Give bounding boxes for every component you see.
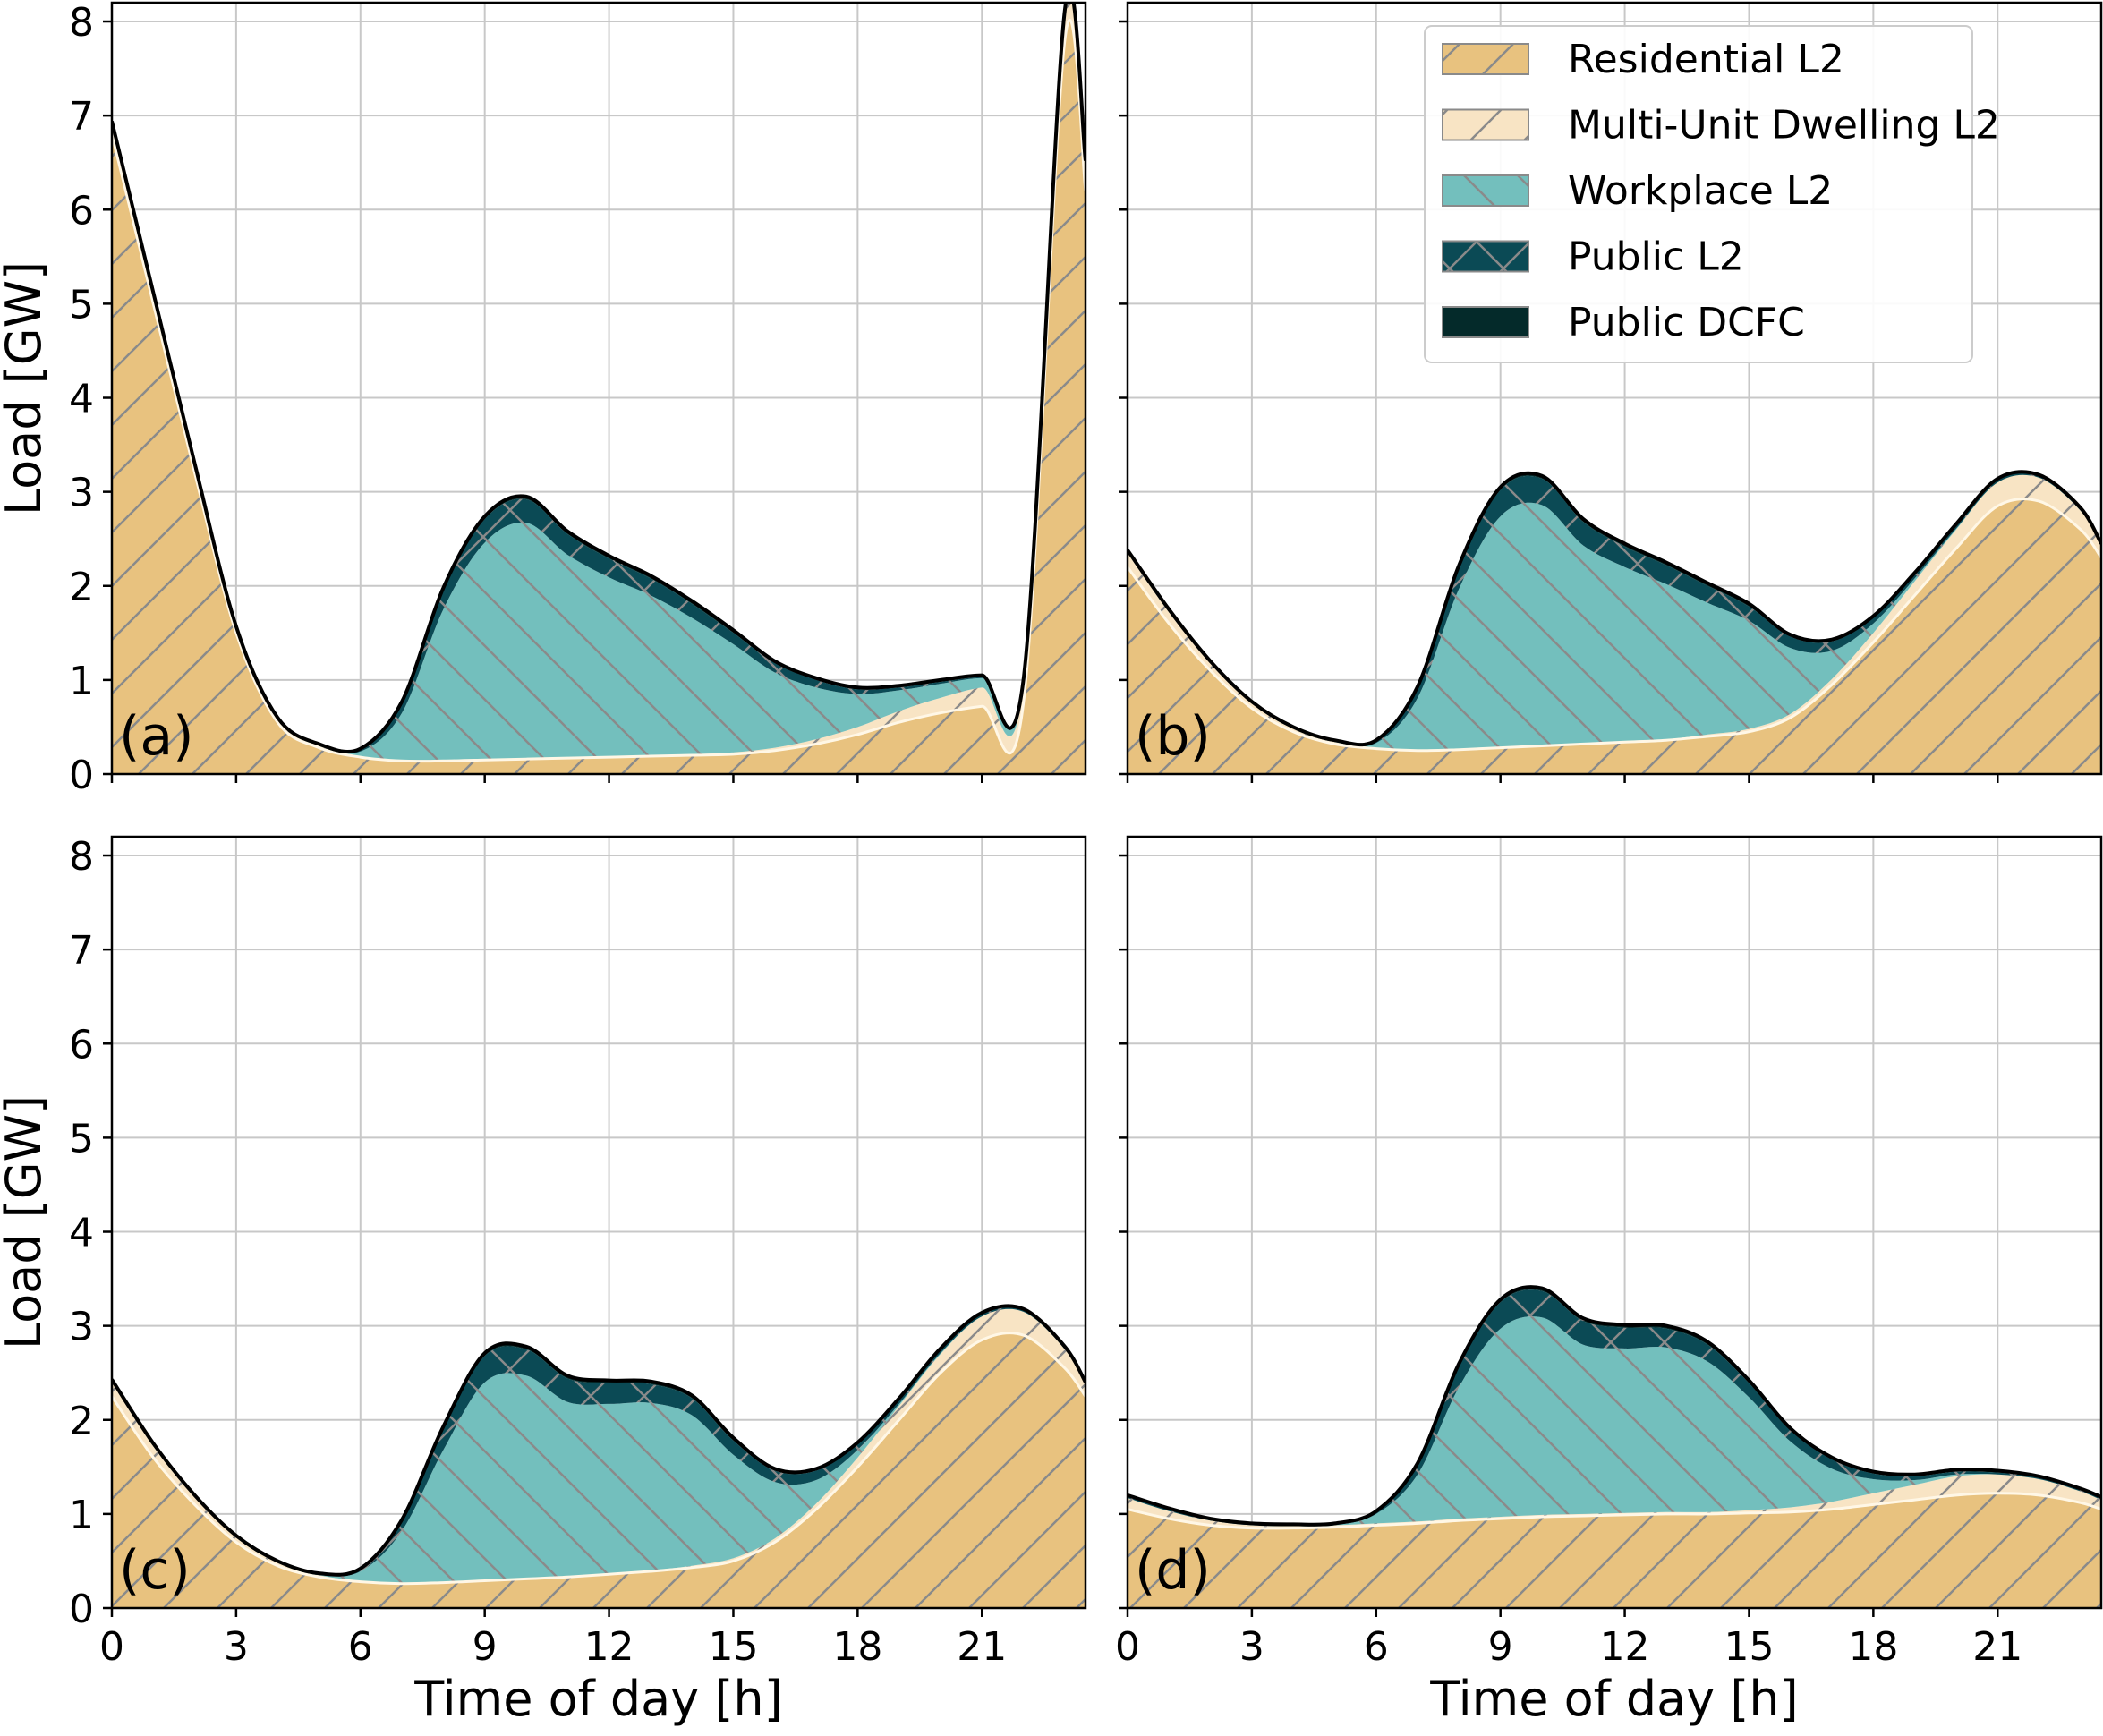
panel-label: (d) — [1135, 1539, 1211, 1602]
y-tick-label: 2 — [69, 565, 94, 610]
total-load-line — [112, 1304, 1086, 1577]
residential-edge — [1128, 1492, 2101, 1530]
x-tick-label: 0 — [1115, 1624, 1140, 1670]
ticks — [103, 854, 983, 1617]
legend-box — [1424, 25, 1973, 363]
y-tick-label: 4 — [69, 1211, 94, 1256]
panel-a: 0 1 2 3 4 5 6 7 8 Load [GW] (a) — [0, 0, 1087, 798]
panel-d: 0 3 6 9 12 15 18 21 Time of day [h] (d) — [1115, 835, 2103, 1727]
legend-label: Workplace L2 — [1568, 168, 1833, 214]
y-tick-label: 5 — [69, 1116, 94, 1162]
area-residential-l2 — [1128, 498, 2101, 774]
x-tick-label: 15 — [708, 1624, 758, 1670]
area-residential-l2 — [1128, 1493, 2101, 1608]
legend-swatch — [1442, 43, 1529, 75]
residential-edge — [112, 1332, 1086, 1586]
y-tick-label: 4 — [69, 377, 94, 422]
residential-edge — [1128, 498, 2101, 753]
x-tick-label: 3 — [1239, 1624, 1264, 1670]
area-multi-unit-dwelling-l2 — [1128, 1474, 2101, 1528]
stacked-areas — [1128, 1285, 2101, 1608]
legend-swatch — [1442, 240, 1529, 273]
legend-label: Multi-Unit Dwelling L2 — [1568, 103, 2000, 149]
area-workplace-l2 — [1128, 474, 2101, 750]
total-load-line — [1128, 1285, 2101, 1527]
axes-frame — [1126, 835, 2103, 1610]
panel-label: (b) — [1135, 705, 1211, 768]
panel-label: (a) — [119, 705, 194, 768]
x-tick-label: 18 — [832, 1624, 882, 1670]
legend: Residential L2 Multi-Unit Dwelling L2 Work… — [1424, 25, 2000, 363]
panel-label: (c) — [119, 1539, 191, 1602]
y-tick-label: 0 — [69, 1587, 94, 1632]
axes-frame — [110, 1, 1087, 776]
legend-label: Residential L2 — [1568, 37, 1844, 82]
y-tick-label: 7 — [69, 928, 94, 974]
x-tick-label: 6 — [1364, 1624, 1389, 1670]
total-load-line — [1128, 470, 2101, 747]
legend-item: Workplace L2 — [1442, 168, 1833, 214]
panel-b: (b) — [1119, 1, 2103, 783]
legend-swatch — [1442, 108, 1529, 141]
residential-edge — [112, 18, 1086, 763]
legend-item: Multi-Unit Dwelling L2 — [1442, 103, 2000, 149]
y-tick-label: 3 — [69, 471, 94, 516]
y-tick-label: 8 — [69, 834, 94, 880]
legend-swatch — [1442, 174, 1529, 207]
y-tick-label: 5 — [69, 282, 94, 328]
legend-item: Residential L2 — [1442, 37, 1844, 82]
x-axis-label: Time of day [h] — [1429, 1671, 1798, 1727]
x-tick-label: 12 — [1600, 1624, 1650, 1670]
x-tick-label: 3 — [224, 1624, 249, 1670]
y-axis-label: Load [GW] — [0, 261, 52, 515]
legend-swatch — [1442, 306, 1529, 338]
x-tick-label: 9 — [1488, 1624, 1513, 1670]
y-tick-label: 1 — [69, 1493, 94, 1538]
area-public-l2 — [1128, 1289, 2101, 1527]
stacked-areas — [112, 1304, 1086, 1608]
x-axis-label: Time of day [h] — [413, 1671, 782, 1727]
x-tick-label: 12 — [584, 1624, 634, 1670]
y-tick-label: 3 — [69, 1305, 94, 1350]
y-axis-label: Load [GW] — [0, 1095, 52, 1349]
total-load-line — [112, 3, 1086, 753]
y-tick-label: 2 — [69, 1399, 94, 1444]
axes-frame — [110, 835, 1087, 1610]
area-workplace-l2 — [1128, 1316, 2101, 1527]
y-tick-label: 6 — [69, 188, 94, 234]
axes-frame — [1126, 1, 2103, 776]
area-residential-l2 — [112, 1332, 1086, 1608]
x-tick-label: 0 — [99, 1624, 124, 1670]
x-tick-label: 21 — [1972, 1624, 2022, 1670]
x-tick-label: 21 — [957, 1624, 1007, 1670]
area-workplace-l2 — [112, 3, 1086, 761]
area-residential-l2 — [112, 20, 1086, 774]
ticks — [103, 20, 983, 783]
x-tick-label: 9 — [473, 1624, 498, 1670]
legend-label: Public DCFC — [1568, 300, 1805, 345]
y-tick-label: 1 — [69, 659, 94, 704]
y-tick-label: 0 — [69, 753, 94, 798]
x-tick-label: 15 — [1724, 1624, 1774, 1670]
legend-item: Public L2 — [1442, 234, 1744, 280]
y-tick-label: 6 — [69, 1022, 94, 1068]
ticks — [1119, 20, 1999, 783]
y-tick-label: 7 — [69, 94, 94, 140]
x-tick-label: 18 — [1848, 1624, 1898, 1670]
stacked-areas — [112, 3, 1086, 774]
area-workplace-l2 — [112, 1308, 1086, 1583]
legend-item: Public DCFC — [1442, 300, 1805, 345]
y-tick-label: 8 — [69, 0, 94, 46]
legend-label: Public L2 — [1568, 234, 1744, 280]
x-tick-label: 6 — [348, 1624, 373, 1670]
stacked-areas — [1128, 470, 2101, 774]
grid — [111, 3, 1086, 775]
ticks — [1119, 854, 1999, 1617]
